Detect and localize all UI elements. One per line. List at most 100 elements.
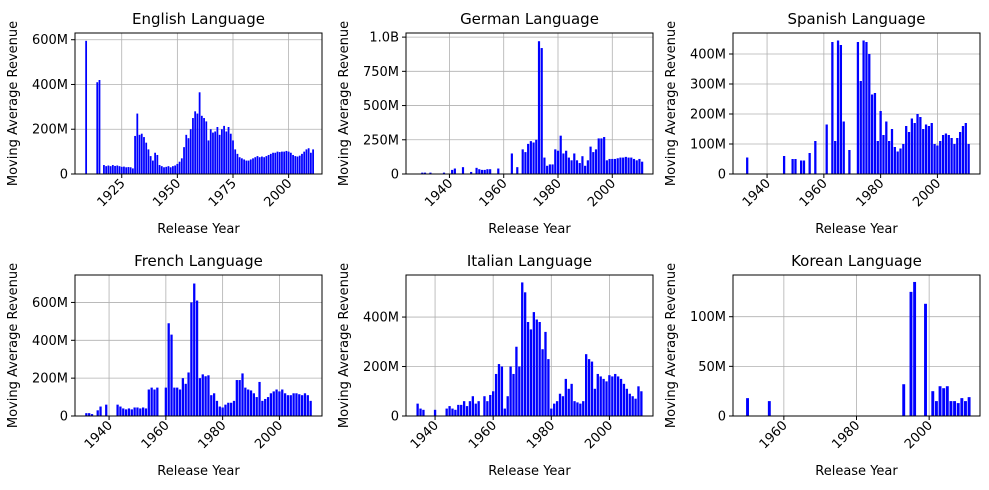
x-axis-label: Release Year (157, 464, 240, 479)
bar (258, 157, 261, 174)
bar (183, 147, 185, 174)
bar (212, 132, 214, 174)
y-tick-label: 300M (690, 78, 726, 93)
bar (185, 134, 188, 174)
bar (305, 149, 308, 174)
bar (129, 167, 132, 174)
bar (489, 169, 492, 174)
bar (187, 372, 190, 416)
bar (608, 375, 611, 416)
bar (890, 129, 894, 174)
bar (582, 401, 585, 416)
bar (565, 150, 568, 174)
bar (578, 163, 581, 174)
bar (825, 124, 828, 174)
x-tick-label: 1960 (466, 418, 500, 452)
bar (180, 158, 183, 174)
bar (625, 388, 629, 416)
background-layer (406, 33, 653, 175)
bar (509, 366, 512, 416)
x-axis-label: Release Year (157, 222, 240, 237)
bar (913, 123, 916, 174)
bar (802, 160, 806, 174)
bar (207, 375, 210, 416)
bar (547, 359, 550, 416)
bar (220, 129, 223, 174)
bar (953, 144, 956, 174)
bar (910, 118, 913, 174)
y-tick-label: 50M (698, 360, 726, 375)
bar (876, 141, 879, 174)
bar (238, 380, 241, 416)
bar (896, 151, 899, 174)
bar (561, 396, 565, 416)
x-tick-label: 1940 (408, 418, 442, 452)
bar (483, 396, 486, 416)
bar (477, 401, 480, 416)
bar (105, 404, 108, 416)
bar (205, 121, 208, 174)
bar (562, 153, 565, 174)
bar (461, 167, 465, 174)
bar (794, 159, 797, 174)
bar (207, 140, 210, 174)
bar (967, 397, 971, 416)
x-tick-label: 2000 (585, 176, 619, 210)
bar (176, 387, 179, 416)
bar (267, 154, 270, 174)
bar (292, 154, 294, 174)
bar (614, 373, 617, 416)
bar (252, 158, 254, 174)
bar (873, 93, 877, 174)
bar (902, 384, 906, 416)
bar (298, 394, 301, 416)
bar (165, 166, 168, 174)
bar (241, 373, 244, 416)
bar (468, 401, 472, 416)
bar (216, 127, 219, 174)
bar (893, 147, 896, 174)
bar (85, 413, 88, 416)
bar (289, 152, 292, 174)
bar (956, 138, 959, 174)
bar (122, 408, 125, 416)
y-tick-label: 250M (363, 133, 399, 148)
panel-english: English Language Release Year Moving Ave… (6, 10, 323, 237)
bar (746, 157, 749, 174)
bar (238, 157, 241, 174)
bar (201, 374, 204, 416)
bar (167, 166, 170, 174)
bar (218, 406, 221, 416)
bar (831, 42, 834, 174)
bar (862, 40, 865, 174)
y-tick-label: 400M (363, 311, 399, 326)
bar (909, 291, 913, 416)
y-tick-label: 750M (363, 65, 399, 80)
bar (255, 397, 258, 416)
bar (576, 402, 579, 416)
bar (149, 156, 152, 174)
axes-frame (405, 32, 654, 175)
bar (919, 117, 922, 174)
panel-korean: Korean Language Release Year Moving Aver… (664, 252, 981, 479)
bar (281, 151, 283, 174)
bar (214, 131, 217, 174)
y-tick-label: 0 (60, 410, 68, 425)
bar (503, 408, 506, 416)
bar (118, 166, 121, 174)
bar (964, 123, 967, 174)
bar (613, 158, 617, 174)
bar (266, 397, 270, 416)
bar (529, 329, 533, 416)
panel-title: Korean Language (791, 252, 922, 270)
bar (480, 169, 484, 174)
bar (945, 386, 949, 416)
bar (429, 172, 432, 174)
bar (584, 165, 587, 174)
bar (274, 152, 277, 174)
bar (140, 133, 143, 174)
bar (103, 165, 105, 174)
bar (451, 169, 454, 174)
y-tick-label: 400M (32, 78, 68, 93)
